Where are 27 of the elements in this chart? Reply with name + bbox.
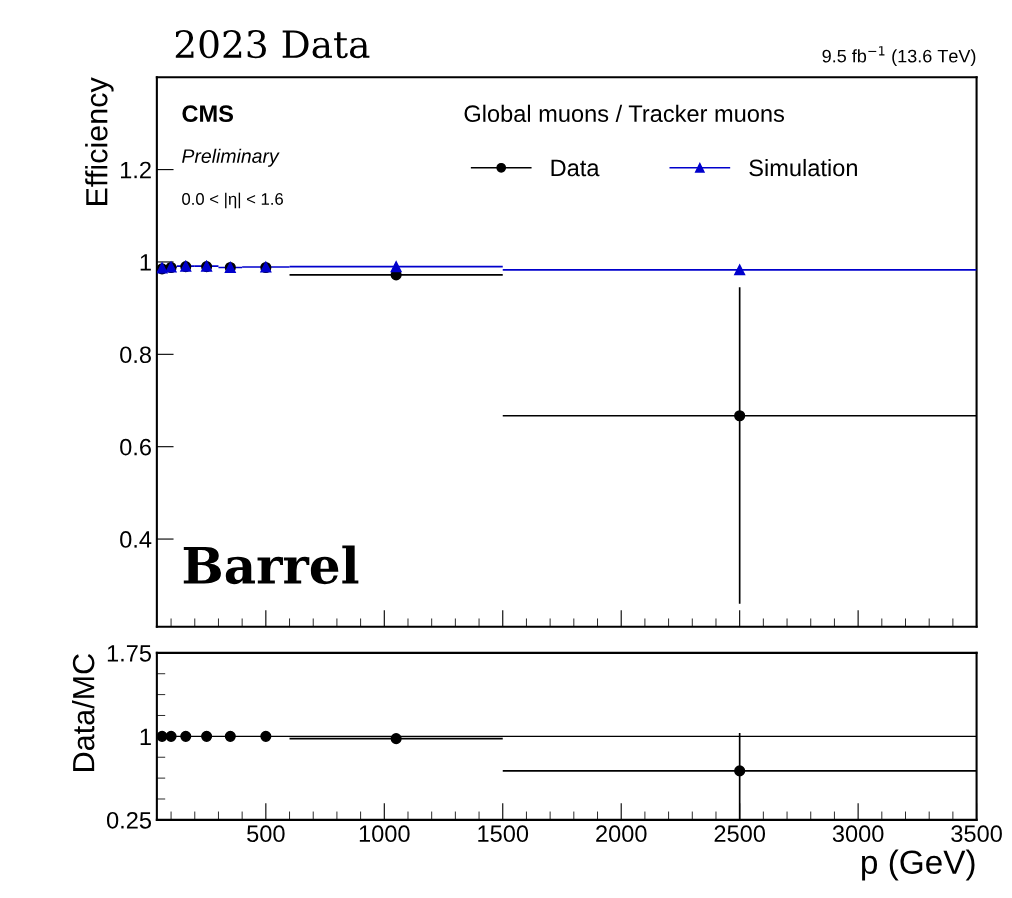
x-axis-title: p (GeV) <box>862 849 975 881</box>
legend-label: Data <box>551 159 600 177</box>
x-tick-label: 2000 <box>596 825 647 843</box>
annotation: 0.0 < |η| < 1.6 <box>182 192 283 209</box>
annotation: CMS <box>182 105 233 123</box>
y-tick-label: 1.2 <box>120 161 151 179</box>
legend-label: Simulation <box>749 158 857 177</box>
chart-title: 2023 Data <box>175 29 370 59</box>
chart-subtitle: 9.5 fb$^{−1}$ (13.6 TeV) <box>822 46 976 67</box>
x-tick-label: 3500 <box>951 825 1002 843</box>
y-tick-label: 0.25 <box>106 811 152 829</box>
y-tick-label: 0.4 <box>120 531 152 548</box>
y-tick-label: 1 <box>140 254 151 271</box>
y-tick-label: 1.75 <box>107 645 152 662</box>
x-tick-label: 500 <box>247 825 285 843</box>
legend-title: Global muons / Tracker muons <box>464 104 785 123</box>
x-tick-label: 1500 <box>478 825 529 843</box>
x-tick-label: 2500 <box>714 825 766 843</box>
y-tick-label: 0.8 <box>120 346 151 364</box>
x-tick-label: 1000 <box>359 825 410 843</box>
annotation: Preliminary <box>182 148 280 167</box>
annotation: Barrel <box>183 545 359 585</box>
y-axis-title: Efficiency <box>85 77 114 205</box>
y-axis-title: Data/MC <box>72 654 95 771</box>
y-tick-label: 0.6 <box>120 438 151 456</box>
x-tick-label: 3000 <box>832 825 884 843</box>
y-tick-label: 1 <box>140 728 151 745</box>
